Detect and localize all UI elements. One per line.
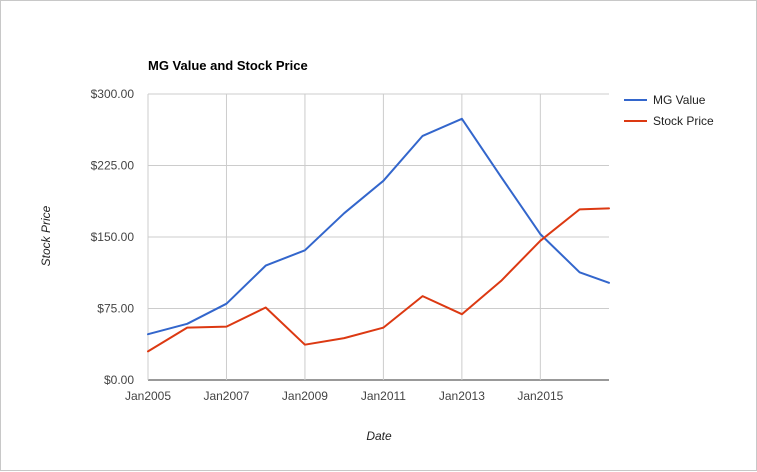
x-tick-label: Jan2007 — [203, 389, 249, 403]
stock-price-point[interactable] — [146, 349, 151, 354]
mg-value-point[interactable] — [499, 174, 504, 179]
stock-price-point[interactable] — [342, 336, 347, 341]
y-tick-label: $0.00 — [104, 373, 134, 387]
mg-value-point[interactable] — [302, 248, 307, 253]
x-tick-label: Jan2005 — [125, 389, 171, 403]
y-tick-label: $225.00 — [91, 159, 135, 173]
mg-value-line — [147, 117, 610, 336]
mg-value-point[interactable] — [146, 332, 151, 337]
mg-value-point[interactable] — [459, 116, 464, 121]
stock-price-point[interactable] — [224, 324, 229, 329]
mg-value-point[interactable] — [263, 263, 268, 268]
x-axis-title: Date — [366, 429, 392, 443]
mg-value-point[interactable] — [577, 270, 582, 275]
legend-label: MG Value — [653, 93, 706, 107]
chart-title: MG Value and Stock Price — [148, 58, 308, 73]
stock-price-point[interactable] — [538, 238, 543, 243]
stock-price-point[interactable] — [263, 305, 268, 310]
stock-price-point[interactable] — [420, 294, 425, 299]
stock-price-point[interactable] — [607, 206, 612, 211]
gridlines — [147, 93, 609, 381]
legend-label: Stock Price — [653, 114, 714, 128]
x-tick-label: Jan2015 — [517, 389, 563, 403]
y-tick-label: $150.00 — [91, 230, 135, 244]
stock-price-point[interactable] — [302, 342, 307, 347]
mg-value-point[interactable] — [420, 133, 425, 138]
stock-price-point[interactable] — [499, 278, 504, 283]
mg-value-point[interactable] — [342, 211, 347, 216]
stock-price-line — [147, 207, 610, 353]
stock-price-point[interactable] — [381, 325, 386, 330]
x-tick-label: Jan2013 — [439, 389, 485, 403]
y-tick-label: $75.00 — [97, 302, 134, 316]
y-tick-label: $300.00 — [91, 87, 135, 101]
stock-price-point[interactable] — [459, 312, 464, 317]
y-axis-title: Stock Price — [39, 205, 53, 266]
x-tick-label: Jan2009 — [282, 389, 328, 403]
mg-value-point[interactable] — [224, 301, 229, 306]
mg-value-point[interactable] — [381, 178, 386, 183]
mg-value-point[interactable] — [607, 280, 612, 285]
x-tick-label: Jan2011 — [361, 389, 406, 403]
axis-ticks: $0.00 $75.00 $150.00 $225.00 $300.00 Jan2005 J… — [91, 87, 564, 403]
stock-price-point[interactable] — [185, 325, 190, 330]
mg-value-point[interactable] — [538, 232, 543, 237]
legend: MG Value Stock Price — [624, 93, 714, 128]
stock-price-point[interactable] — [577, 207, 582, 212]
series-lines — [146, 116, 612, 354]
